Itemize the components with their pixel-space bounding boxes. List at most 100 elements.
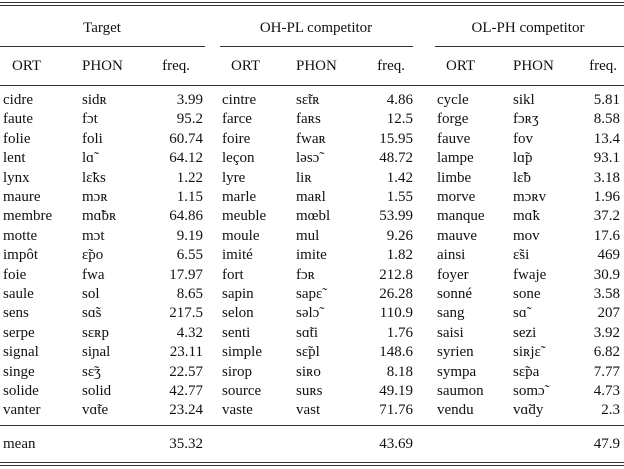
cell: 8.65 xyxy=(176,286,203,302)
cell: mov xyxy=(513,227,540,244)
group-rule xyxy=(220,46,413,47)
cell: cycle xyxy=(437,92,469,108)
bottom-rule xyxy=(0,465,624,466)
top-rule xyxy=(0,5,624,6)
column-header: freq. xyxy=(589,58,617,74)
cell: mɔt xyxy=(82,227,105,244)
cell: saule xyxy=(3,286,34,302)
cell: 17.97 xyxy=(169,266,203,283)
cell: 17.6 xyxy=(593,227,620,244)
column-header: freq. xyxy=(377,58,405,74)
cell: membre xyxy=(3,208,53,225)
group-header: OL-PH competitor xyxy=(471,20,585,36)
cell: 1.15 xyxy=(176,189,203,205)
cell: mɔʀv xyxy=(513,189,547,205)
cell: fwaʀ xyxy=(296,130,326,147)
cell: 9.19 xyxy=(176,227,203,244)
cell: lɑ̃p xyxy=(513,150,533,167)
cell: sezi xyxy=(513,324,537,341)
cell: foie xyxy=(3,266,27,283)
column-header: freq. xyxy=(162,58,190,74)
cell: mœbl xyxy=(296,208,331,225)
cell: 5.81 xyxy=(593,92,620,108)
column-header: PHON xyxy=(296,58,337,74)
cell: fɔʀʒ xyxy=(513,111,539,128)
cell: 64.86 xyxy=(169,208,203,225)
cell: siʀo xyxy=(296,363,321,380)
mean-value: 47.9 xyxy=(593,436,620,452)
cell: farce xyxy=(222,111,252,128)
cell: vendu xyxy=(437,402,474,419)
cell: vast xyxy=(296,402,321,419)
cell: foire xyxy=(222,130,251,147)
cell: 22.57 xyxy=(169,363,203,380)
cell: 1.55 xyxy=(386,189,413,205)
bottom-rule xyxy=(0,462,624,463)
group-rule xyxy=(435,46,624,47)
cell: 4.86 xyxy=(386,92,413,108)
cell: 49.19 xyxy=(379,383,413,399)
cell: selon xyxy=(222,305,254,322)
cell: 3.18 xyxy=(593,169,620,186)
top-rule xyxy=(0,2,624,3)
cell: sang xyxy=(437,305,465,322)
cell: lynx xyxy=(3,169,30,186)
column-header: ORT xyxy=(231,58,261,74)
cell: fort xyxy=(222,266,244,283)
cell: faute xyxy=(3,111,33,128)
cell: cidre xyxy=(3,92,33,108)
cell: sɛ̃pa xyxy=(513,363,540,380)
header-rule xyxy=(0,85,624,86)
cell: 8.58 xyxy=(593,111,620,128)
cell: fɔt xyxy=(82,111,98,128)
cell: sɛ̃ʒ xyxy=(82,363,101,380)
cell: sɑ̃ti xyxy=(296,324,319,341)
cell: 110.9 xyxy=(379,305,413,322)
group-header: Target xyxy=(83,20,121,36)
cell: 48.72 xyxy=(379,150,413,167)
cell: sɑ̃s xyxy=(82,305,102,322)
cell: moule xyxy=(222,227,260,244)
cell: serpe xyxy=(3,324,35,341)
cell: sonné xyxy=(437,286,472,302)
cell: səlɔ̃ xyxy=(296,305,320,322)
cell: 148.6 xyxy=(379,344,413,361)
cell: source xyxy=(222,383,262,399)
cell: 15.95 xyxy=(379,130,413,147)
cell: ləsɔ̃ xyxy=(296,150,320,167)
cell: 4.32 xyxy=(176,324,203,341)
cell: 6.82 xyxy=(593,344,620,361)
cell: lɛ̃ks xyxy=(82,169,106,186)
cell: maʀl xyxy=(296,189,326,205)
cell: fwa xyxy=(82,266,105,283)
cell: lyre xyxy=(222,169,246,186)
mean-rule xyxy=(0,425,624,426)
cell: motte xyxy=(3,227,38,244)
cell: sapin xyxy=(222,286,254,302)
column-header: ORT xyxy=(446,58,476,74)
cell: 7.77 xyxy=(593,363,620,380)
group-header: OH-PL competitor xyxy=(259,20,373,36)
cell: impôt xyxy=(3,247,39,264)
column-header: PHON xyxy=(82,58,123,74)
cell: senti xyxy=(222,324,251,341)
cell: sympa xyxy=(437,363,477,380)
cell: 1.96 xyxy=(593,189,620,205)
cell: 1.22 xyxy=(176,169,203,186)
cell: siʀjɛ̃ xyxy=(513,344,541,361)
cell: faʀs xyxy=(296,111,321,128)
cell: forge xyxy=(437,111,469,128)
cell: 13.4 xyxy=(593,130,620,147)
cell: syrien xyxy=(437,344,474,361)
mean-value: 35.32 xyxy=(169,436,203,452)
cell: mɔʀ xyxy=(82,189,108,205)
cell: folie xyxy=(3,130,31,147)
cell: sikl xyxy=(513,92,535,108)
column-header: PHON xyxy=(513,58,554,74)
cell: imité xyxy=(222,247,253,264)
cell: sol xyxy=(82,286,100,302)
cell: sapɛ̃ xyxy=(296,286,323,302)
cell: signal xyxy=(3,344,39,361)
cell: 60.74 xyxy=(169,130,203,147)
cell: 217.5 xyxy=(169,305,203,322)
